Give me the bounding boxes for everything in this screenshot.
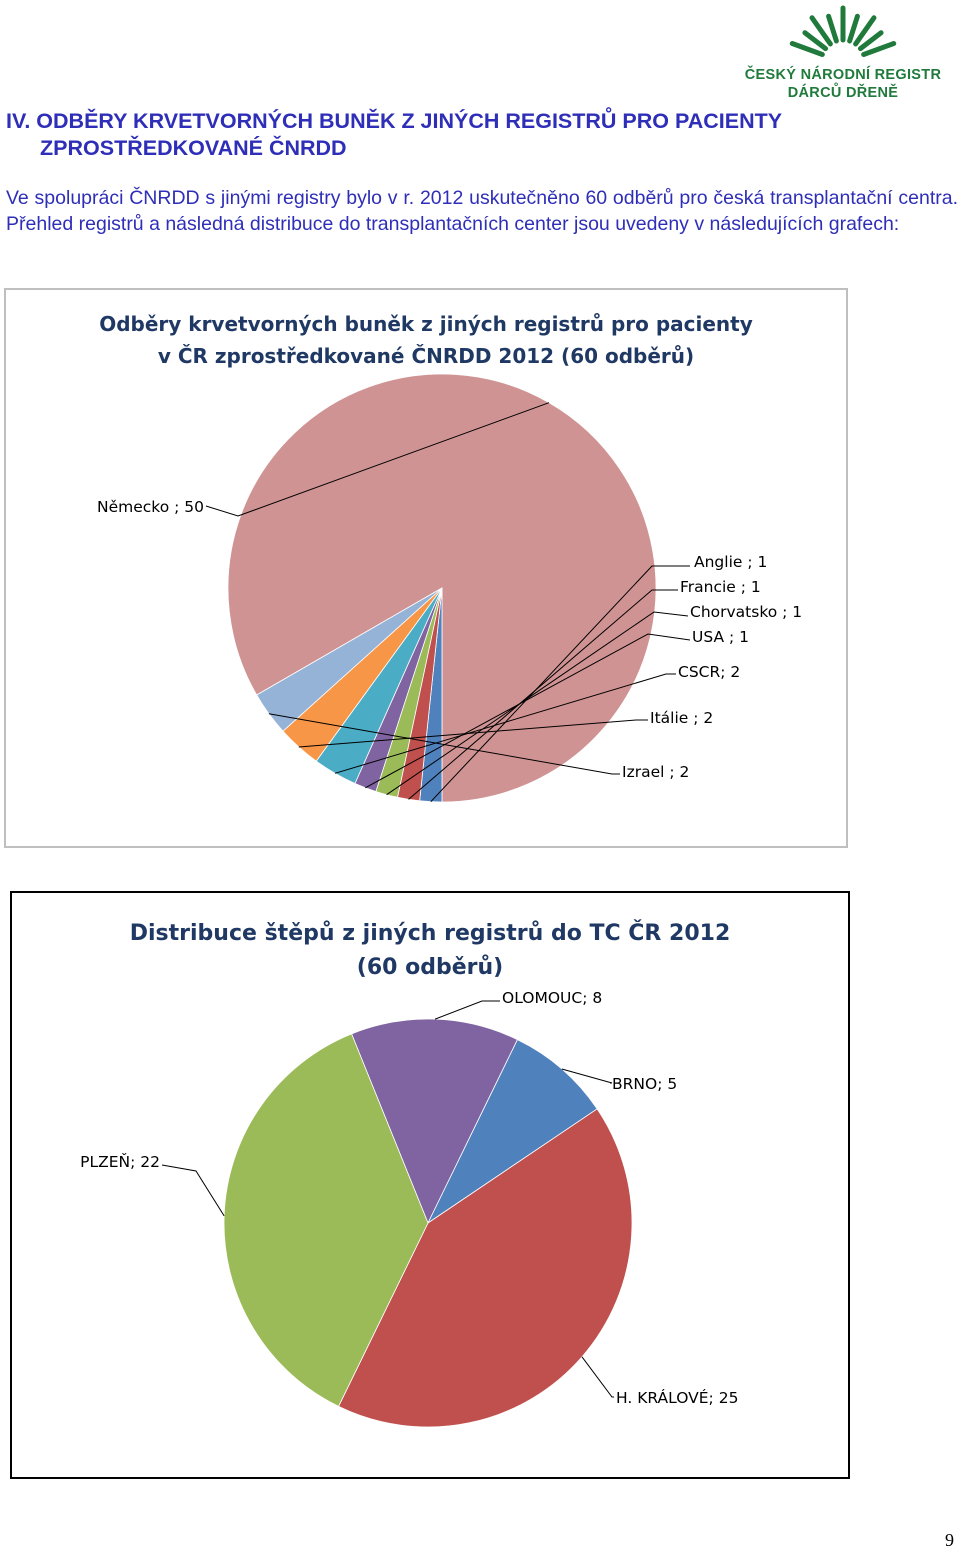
leader-line (408, 589, 678, 800)
data-label: Chorvatsko ; 1 (690, 603, 802, 621)
leader-line (334, 673, 676, 774)
leader-line (268, 713, 620, 775)
data-label: Anglie ; 1 (694, 553, 767, 571)
chart-title-line2: v ČR zprostředkované ČNRDD 2012 (60 odbě… (157, 344, 695, 368)
logo-text-line2: DÁRCŮ DŘENĚ (787, 85, 899, 101)
distribution-pie-chart: Distribuce štěpů z jiných registrů do TC… (10, 891, 850, 1479)
page-number: 9 (945, 1530, 954, 1550)
leader-line (561, 1068, 613, 1084)
leader-line (386, 611, 689, 796)
data-label: Itálie ; 2 (650, 709, 713, 727)
pie-slice-olomouc (351, 1018, 518, 1224)
data-label: H. KRÁLOVÉ; 25 (616, 1388, 738, 1407)
data-label: OLOMOUC; 8 (502, 989, 602, 1007)
cnrdd-logo: ČESKÝ NÁRODNÍ REGISTR DÁRCŮ DŘENĚ (726, 0, 960, 108)
pie-slice-h-kr-lov- (338, 1108, 633, 1428)
logo-text-line1: ČESKÝ NÁRODNÍ REGISTR (744, 67, 942, 83)
sunrise-rays-icon (789, 5, 897, 57)
leader-line (161, 1164, 225, 1217)
chart-title: Odběry krvetvorných buněk z jiných regis… (6, 308, 846, 372)
data-label: Izrael ; 2 (622, 763, 689, 781)
leader-line (365, 633, 691, 789)
pie-slice-brno (426, 1039, 598, 1225)
pie-plot: OLOMOUC; 8 BRNO; 5 H. KRÁLOVÉ; 25 PLZEŇ; 22 (80, 989, 738, 1428)
data-label: Německo ; 50 (97, 498, 204, 516)
data-label: PLZEŇ; 22 (80, 1152, 160, 1171)
chart-title-line1: Distribuce štěpů z jiných registrů do TC… (129, 921, 731, 946)
registry-pie-chart: Odběry krvetvorných buněk z jiných regis… (4, 288, 848, 848)
pie-plot: Německo ; 50 Anglie ; 1 Francie ; 1 Chorvat… (97, 373, 802, 803)
chart-title-line1: Odběry krvetvorných buněk z jiných regis… (99, 312, 753, 336)
data-label: Francie ; 1 (680, 578, 761, 596)
heading-line1: IV. ODBĚRY KRVETVORNÝCH BUNĚK Z JINÝCH R… (6, 109, 783, 133)
data-label: CSCR; 2 (678, 663, 740, 681)
chart-title-line2: (60 odběrů) (356, 955, 504, 980)
intro-paragraph: Ve spolupráci ČNRDD s jinými registry by… (6, 187, 958, 235)
section-heading: IV. ODBĚRY KRVETVORNÝCH BUNĚK Z JINÝCH R… (6, 108, 886, 162)
leader-line (205, 402, 550, 517)
leader-line (581, 1356, 614, 1398)
heading-line2: ZPROSTŘEDKOVANÉ ČNRDD (40, 136, 347, 160)
chart-title: Distribuce štěpů z jiných registrů do TC… (12, 917, 848, 985)
leader-line (430, 565, 690, 803)
leader-line (434, 1000, 500, 1020)
data-label: BRNO; 5 (612, 1075, 677, 1093)
leader-line (298, 719, 648, 748)
data-label: USA ; 1 (692, 628, 749, 646)
